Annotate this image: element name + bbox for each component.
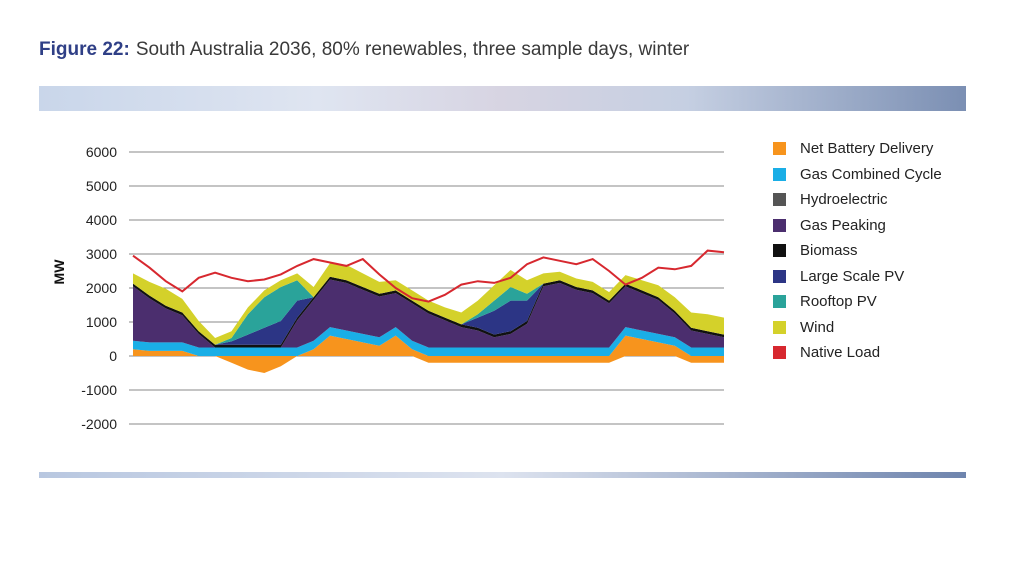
legend-label: Gas Peaking [800, 216, 886, 234]
y-tick-label: 3000 [86, 246, 117, 262]
line-native-load [132, 249, 725, 303]
legend-swatch [773, 320, 786, 334]
legend-item: Biomass [773, 238, 942, 264]
y-tick-label: 2000 [86, 280, 117, 296]
y-tick-label: 1000 [86, 314, 117, 330]
legend-label: Gas Combined Cycle [800, 165, 942, 183]
legend-swatch [773, 218, 786, 232]
y-tick-label: 5000 [86, 178, 117, 194]
area-rooftop-pv [133, 276, 724, 345]
y-tick-labels: 6000 5000 4000 3000 2000 1000 0 -1000 -2000 [81, 144, 117, 432]
y-axis-title: MW [51, 259, 67, 285]
legend-item: Wind [773, 315, 942, 341]
legend-label: Hydroelectric [800, 191, 888, 209]
legend-item: Gas Peaking [773, 213, 942, 239]
figure-heading: Figure 22: South Australia 2036, 80% rene… [39, 39, 689, 61]
y-tick-label: -1000 [81, 382, 117, 398]
legend-swatch [773, 346, 786, 360]
legend-label: Rooftop PV [800, 293, 877, 311]
figure-label: Figure 22: [39, 39, 130, 60]
legend-swatch [773, 269, 786, 283]
series-lines [132, 249, 725, 303]
legend-item: Hydroelectric [773, 187, 942, 213]
y-tick-label: -2000 [81, 416, 117, 432]
legend-item: Large Scale PV [773, 264, 942, 290]
legend-label: Net Battery Delivery [800, 140, 934, 158]
legend: Net Battery Delivery Gas Combined Cycle Hy… [773, 136, 942, 366]
legend-item: Native Load [773, 340, 942, 366]
area-net-battery-delivery [133, 335, 724, 373]
series-areas [133, 263, 724, 373]
legend-label: Native Load [800, 344, 881, 362]
legend-item: Gas Combined Cycle [773, 162, 942, 188]
legend-swatch [773, 295, 786, 309]
legend-swatch [773, 167, 786, 181]
legend-label: Large Scale PV [800, 267, 905, 285]
decorative-footer-band [39, 472, 966, 478]
figure-title: South Australia 2036, 80% renewables, th… [135, 39, 690, 60]
legend-item: Rooftop PV [773, 289, 942, 315]
area-biomass [133, 276, 724, 348]
legend-label: Wind [800, 318, 835, 336]
y-tick-label: 6000 [86, 144, 117, 160]
area-large-scale-pv [133, 276, 724, 345]
y-tick-label: 4000 [86, 212, 117, 228]
decorative-header-band [39, 86, 966, 111]
area-gas-combined-cycle [133, 327, 724, 356]
area-wind [133, 263, 724, 345]
legend-label: Biomass [800, 242, 858, 260]
y-tick-label: 0 [109, 348, 117, 364]
legend-item: Net Battery Delivery [773, 136, 942, 162]
legend-swatch [773, 244, 786, 258]
legend-swatch [773, 142, 786, 156]
legend-swatch [773, 193, 786, 207]
